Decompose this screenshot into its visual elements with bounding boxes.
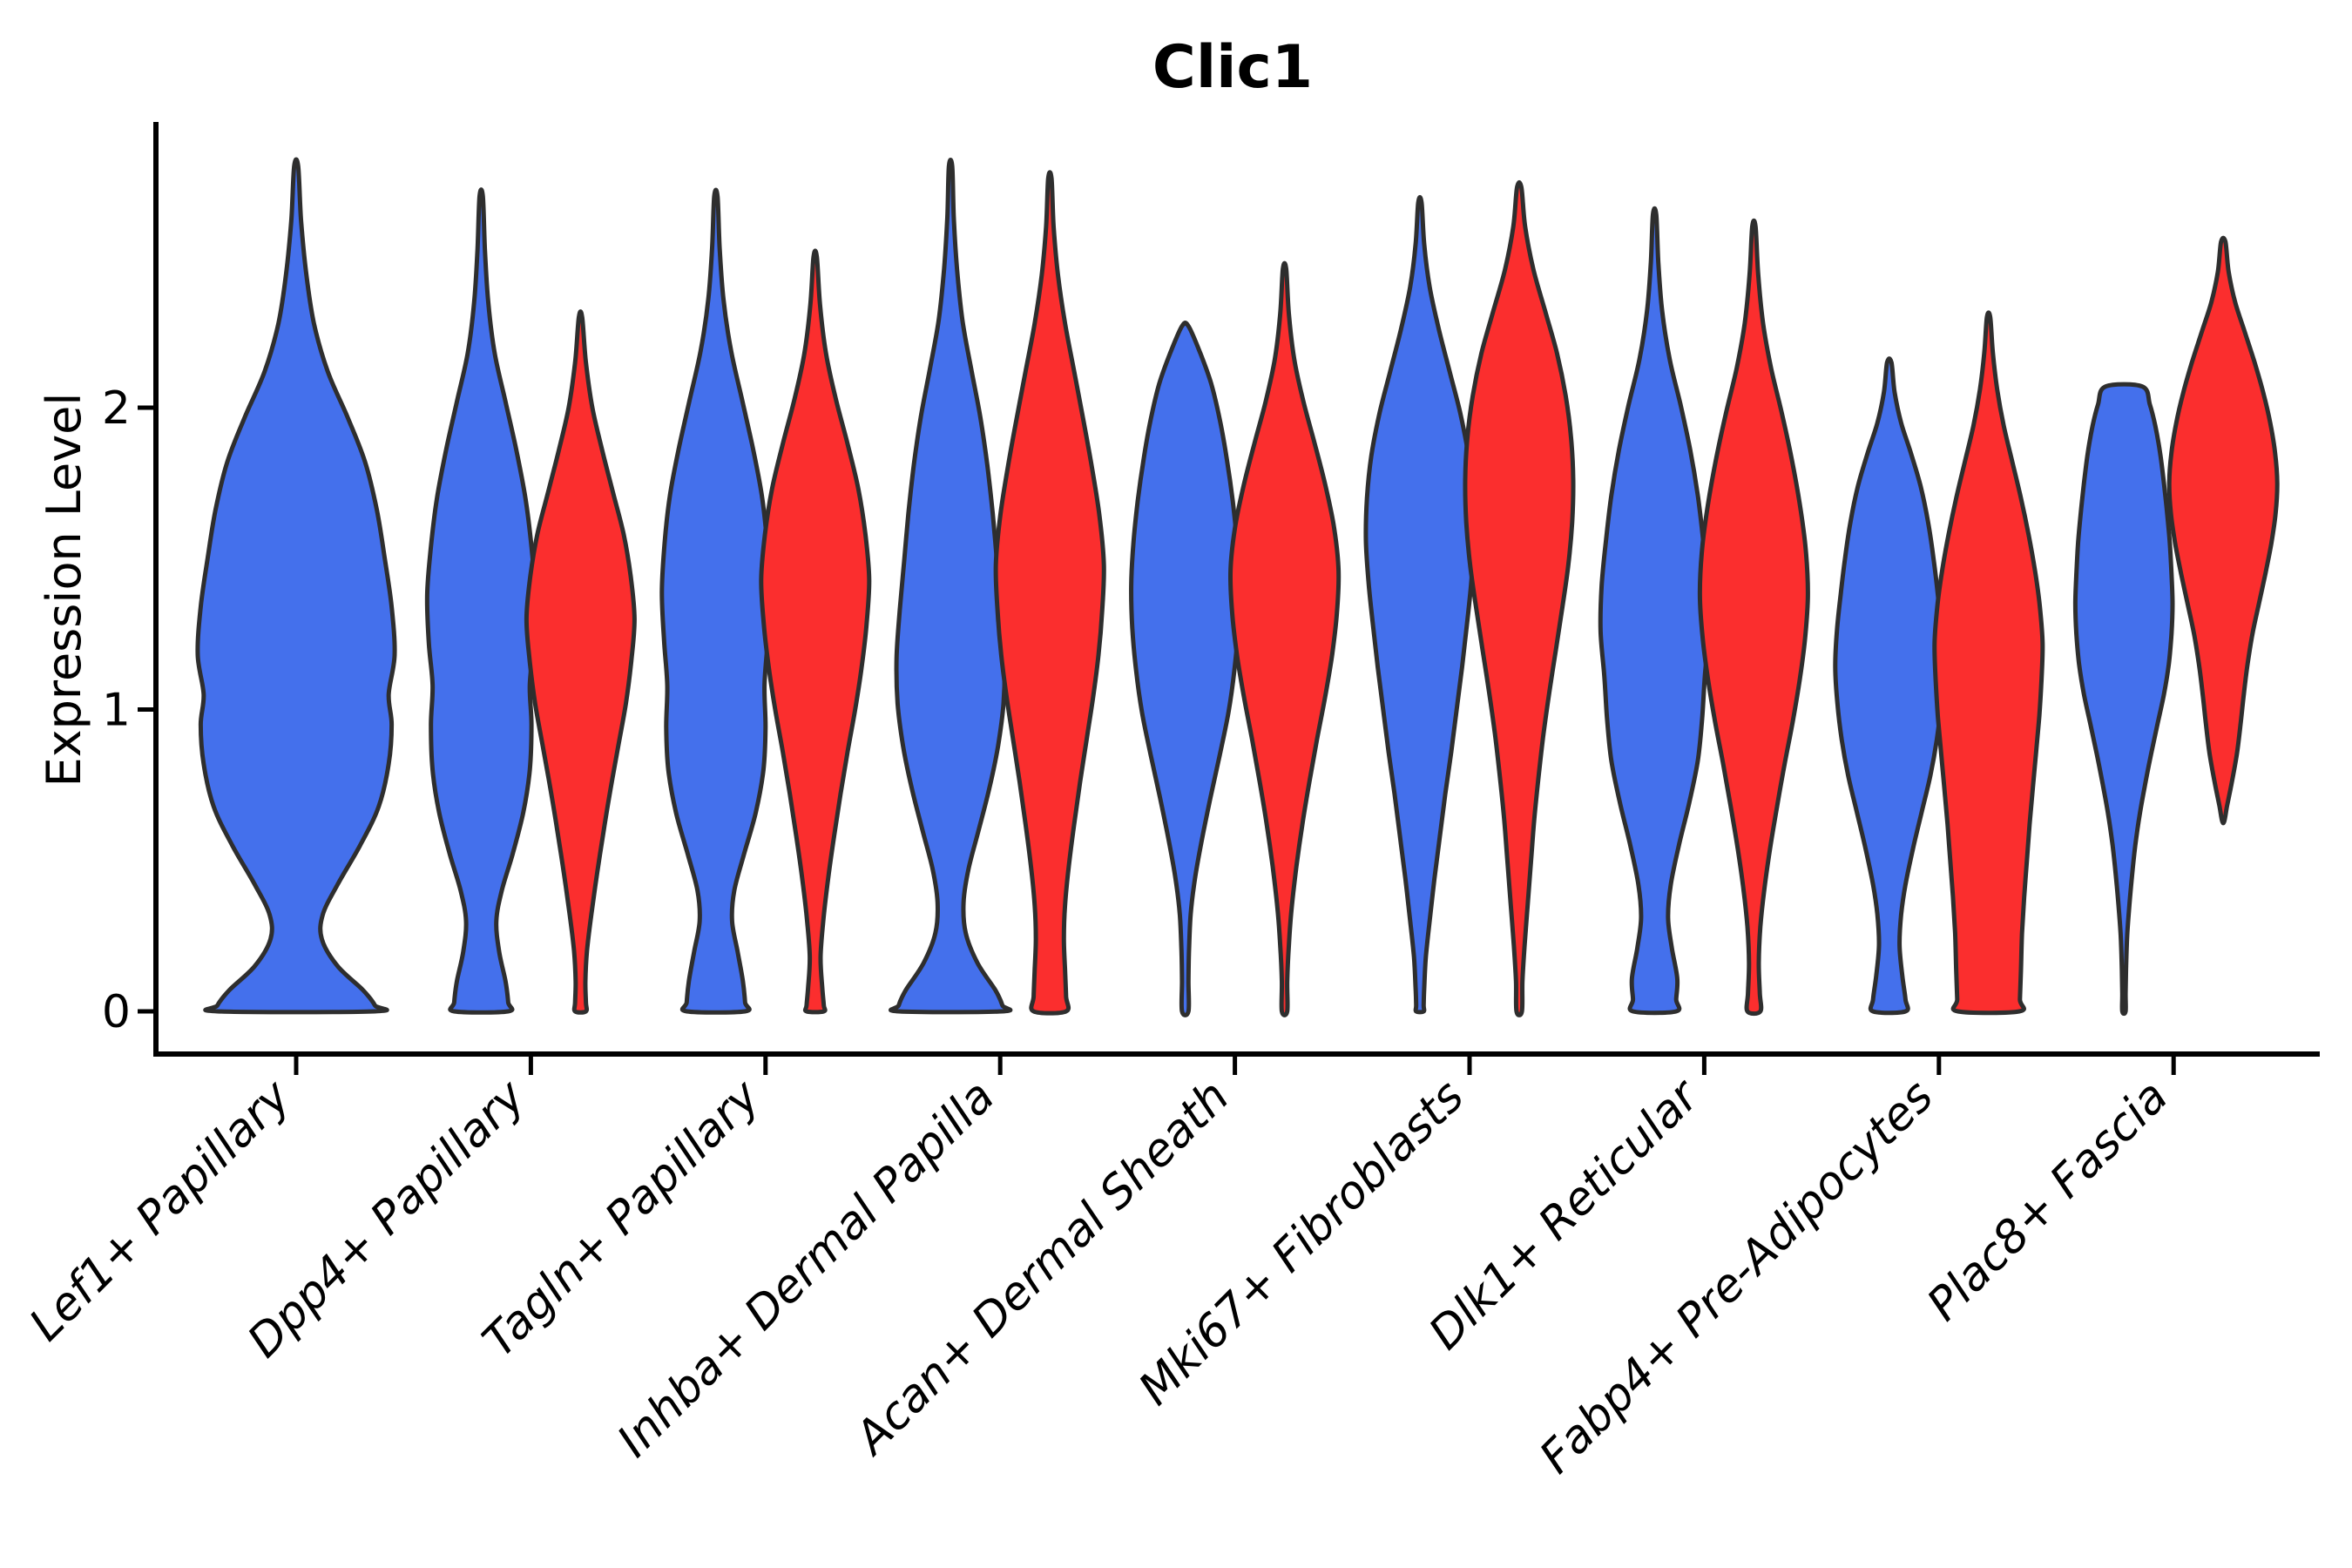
x-tick-label: Fabp4+ Pre-Adipocytes bbox=[1530, 1071, 1943, 1484]
violin-group-red-fabp4-pre-adipocytes bbox=[1932, 310, 2045, 1016]
violin-group-blue-fabp4-pre-adipocytes bbox=[1833, 356, 1946, 1016]
violin-group-blue-acan-dermal-sheath bbox=[1129, 321, 1242, 1017]
violin-group-red-acan-dermal-sheath bbox=[1227, 260, 1342, 1017]
violin-group-blue-dlk1-reticular bbox=[1598, 206, 1712, 1016]
x-tick-label: Inhba+ Dermal Papilla bbox=[608, 1071, 1005, 1468]
violin-group-blue-mki67-fibroblasts bbox=[1363, 194, 1477, 1015]
violin-group-red-inhba-dermal-papilla bbox=[993, 170, 1106, 1016]
violin-group-blue-inhba-dermal-papilla bbox=[889, 157, 1013, 1015]
y-tick-label: 1 bbox=[102, 685, 131, 737]
violin-group-red-tagln-papillary bbox=[759, 248, 872, 1015]
violin-group-red-plac8-fascia bbox=[2166, 235, 2280, 826]
violin-group-blue-dpp4-papillary bbox=[424, 187, 537, 1015]
violin-group-blue-plac8-fascia bbox=[2072, 382, 2175, 1017]
chart-title: Clic1 bbox=[1152, 33, 1313, 102]
violin-group-blue-tagln-papillary bbox=[659, 187, 773, 1015]
violin-group-red-mki67-fibroblasts bbox=[1463, 179, 1576, 1017]
violins-layer bbox=[195, 157, 2280, 1017]
violin-group-red-dpp4-papillary bbox=[524, 309, 637, 1015]
x-tick-label: Plac8+ Fascia bbox=[1917, 1071, 2178, 1331]
violin-group-blue-lef1-papillary bbox=[195, 157, 397, 1015]
y-axis-label: Expression Level bbox=[37, 393, 91, 787]
violin-group-red-dlk1-reticular bbox=[1697, 218, 1810, 1017]
y-tick-label: 2 bbox=[102, 382, 131, 435]
y-tick-label: 0 bbox=[102, 986, 131, 1038]
x-tick-label: Acan+ Dermal Sheath bbox=[844, 1071, 1240, 1466]
